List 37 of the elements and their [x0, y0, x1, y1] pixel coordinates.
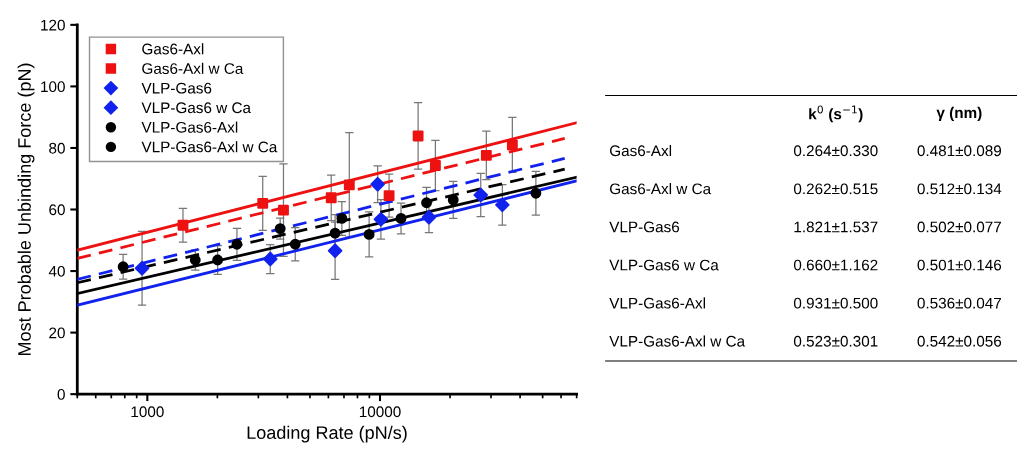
legend-label: VLP-Gas6-Axl w Ca	[141, 141, 278, 153]
y-axis-title: Most Probable Unbinding Force (pN)	[17, 63, 35, 356]
y-tick-label: 60	[49, 204, 65, 216]
x-tick-label: 10000	[359, 406, 401, 418]
y-tick-label: 100	[41, 81, 65, 93]
category-label: VLP-Gas6-Axl	[609, 297, 705, 309]
text: 0.536±0.047	[917, 297, 1001, 309]
text: 0.502±0.077	[917, 221, 1001, 233]
category-label: Gas6-Axl w Ca	[610, 183, 712, 195]
category-label: VLP-Gas6 w Ca	[609, 259, 719, 271]
legend-label: Gas6-Axl w Ca	[142, 62, 244, 74]
category-label: Gas6-Axl	[610, 144, 672, 157]
y-tick-label: 40	[48, 265, 65, 277]
x-tick-label: 1000	[131, 406, 164, 418]
y-tick-label: 120	[41, 19, 65, 31]
category-label: VLP-Gas6-Axl w Ca	[609, 335, 746, 347]
y-tick-label: 0	[57, 389, 65, 400]
category-label: k$^{0}$ (s$^{−1}$)	[809, 105, 863, 123]
text: 1.821±1.537	[794, 221, 878, 233]
x-axis-title: Loading Rate (pN/s)	[247, 425, 407, 443]
y-tick-label: 20	[49, 327, 65, 339]
y-tick-label: 80	[49, 142, 65, 154]
text: 0.931±0.500	[793, 297, 878, 309]
legend-label: Gas6-Axl	[142, 43, 204, 55]
text: 0.660±1.162	[793, 259, 878, 271]
text: 0.523±0.301	[793, 335, 878, 347]
legend-label: VLP-Gas6 w Ca	[141, 102, 251, 114]
legend-label: VLP-Gas6-Axl	[141, 121, 238, 133]
category-label: γ (nm)	[936, 106, 982, 122]
text: 0.542±0.056	[917, 335, 1002, 347]
text: 0.481±0.089	[917, 145, 1002, 157]
text: 0.512±0.134	[917, 183, 1002, 195]
text: 0.501±0.146	[917, 259, 1002, 271]
text: 0.262±0.515	[793, 183, 878, 195]
category-label: VLP-Gas6	[609, 221, 680, 233]
legend-label: VLP-Gas6	[141, 82, 212, 94]
text: 0.264±0.330	[793, 145, 878, 157]
